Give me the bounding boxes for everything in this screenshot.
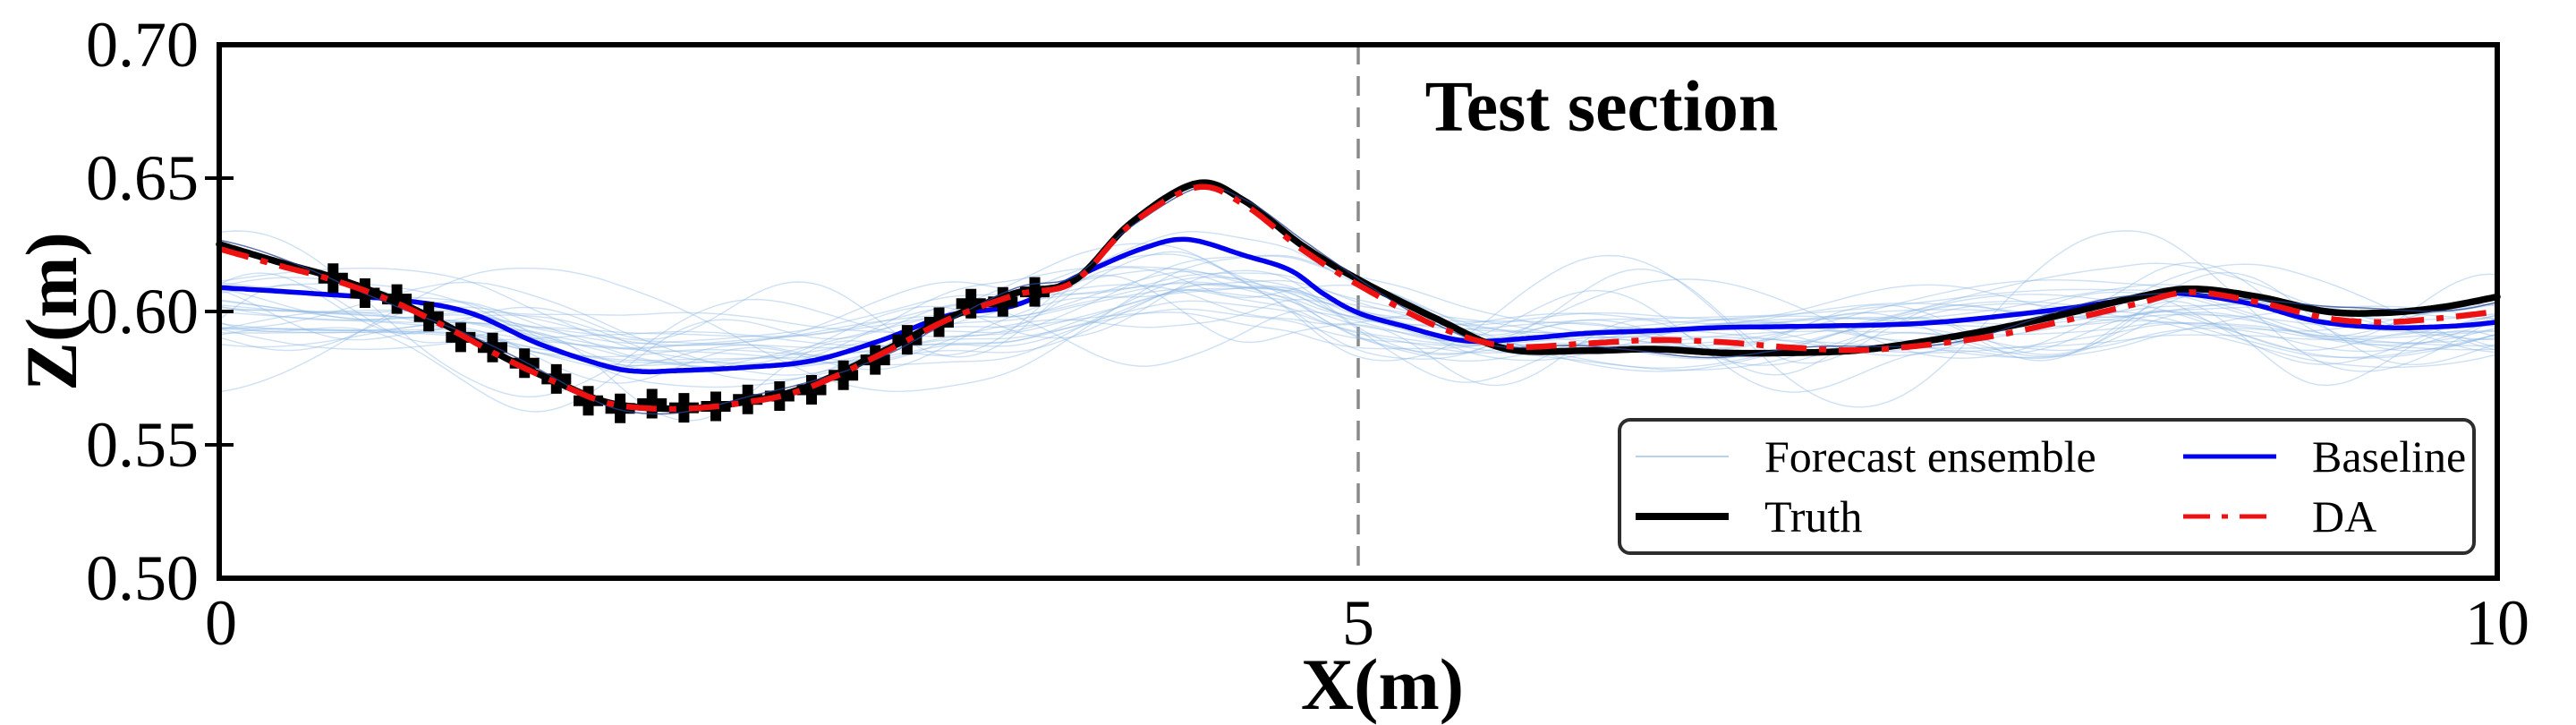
forecast-ensemble-line — [218, 308, 2498, 362]
x-axis-title: X(m) — [1300, 644, 1465, 725]
forecast-ensemble-line — [218, 266, 2498, 369]
forecast-ensemble-line — [218, 283, 2498, 381]
forecast-ensemble-line — [218, 230, 2498, 408]
forecast-ensemble-line — [218, 272, 2498, 345]
y-tick-label: 0.55 — [86, 409, 199, 481]
y-tick-label: 0.60 — [86, 276, 199, 347]
y-axis-title: Z(m) — [11, 232, 92, 391]
ensemble-tracker-line — [218, 185, 2498, 415]
forecast-ensemble-line — [218, 274, 2498, 422]
legend-sample-truth-line — [1636, 512, 1729, 520]
observation-marker — [796, 375, 827, 405]
legend-label-da: DA — [2312, 490, 2377, 542]
legend-sample-da-line — [2183, 514, 2276, 519]
y-tick-label: 0.50 — [86, 542, 199, 614]
forecast-ensemble-line — [218, 243, 2498, 376]
legend-item-da: DA — [2180, 492, 2472, 541]
legend-item-truth: Truth — [1632, 492, 2180, 541]
observation-marker — [478, 332, 507, 362]
y-tick-label: 0.65 — [86, 142, 199, 214]
forecast-ensemble-line — [218, 270, 2498, 346]
forecast-ensemble-line — [218, 288, 2498, 375]
forecast-ensemble-line — [218, 284, 2498, 371]
forecast-ensemble-line — [218, 300, 2498, 358]
forecast-ensemble-line — [218, 271, 2498, 413]
forecast-ensemble-line — [218, 276, 2498, 371]
observation-marker — [574, 386, 603, 416]
forecast-ensemble-line — [218, 268, 2498, 346]
da-line — [218, 183, 2498, 413]
x-tick-label: 10 — [2465, 587, 2529, 659]
x-tick-label: 0 — [205, 587, 237, 659]
test-section-label: Test section — [1424, 67, 1779, 147]
legend: Forecast ensemble Truth Baseline DA — [1618, 418, 2476, 555]
y-tick-label: 0.70 — [86, 9, 199, 81]
legend-sample-baseline-line — [2183, 454, 2276, 459]
legend-sample-forecast-ensemble-line — [1636, 456, 1729, 458]
forecast-ensemble-line — [218, 283, 2498, 337]
legend-label-baseline: Baseline — [2312, 431, 2467, 482]
forecast-ensemble-line — [218, 285, 2498, 384]
legend-label-forecast-ensemble: Forecast ensemble — [1764, 431, 2096, 482]
forecast-ensemble-line — [218, 289, 2498, 365]
forecast-ensemble-line — [218, 253, 2498, 388]
forecast-ensemble-line — [218, 269, 2498, 369]
x-tick-label: 5 — [1342, 587, 1374, 659]
forecast-ensemble-line — [218, 279, 2498, 369]
legend-item-forecast-ensemble: Forecast ensemble — [1632, 432, 2180, 481]
legend-label-truth: Truth — [1764, 490, 1863, 542]
legend-item-baseline: Baseline — [2180, 432, 2472, 481]
